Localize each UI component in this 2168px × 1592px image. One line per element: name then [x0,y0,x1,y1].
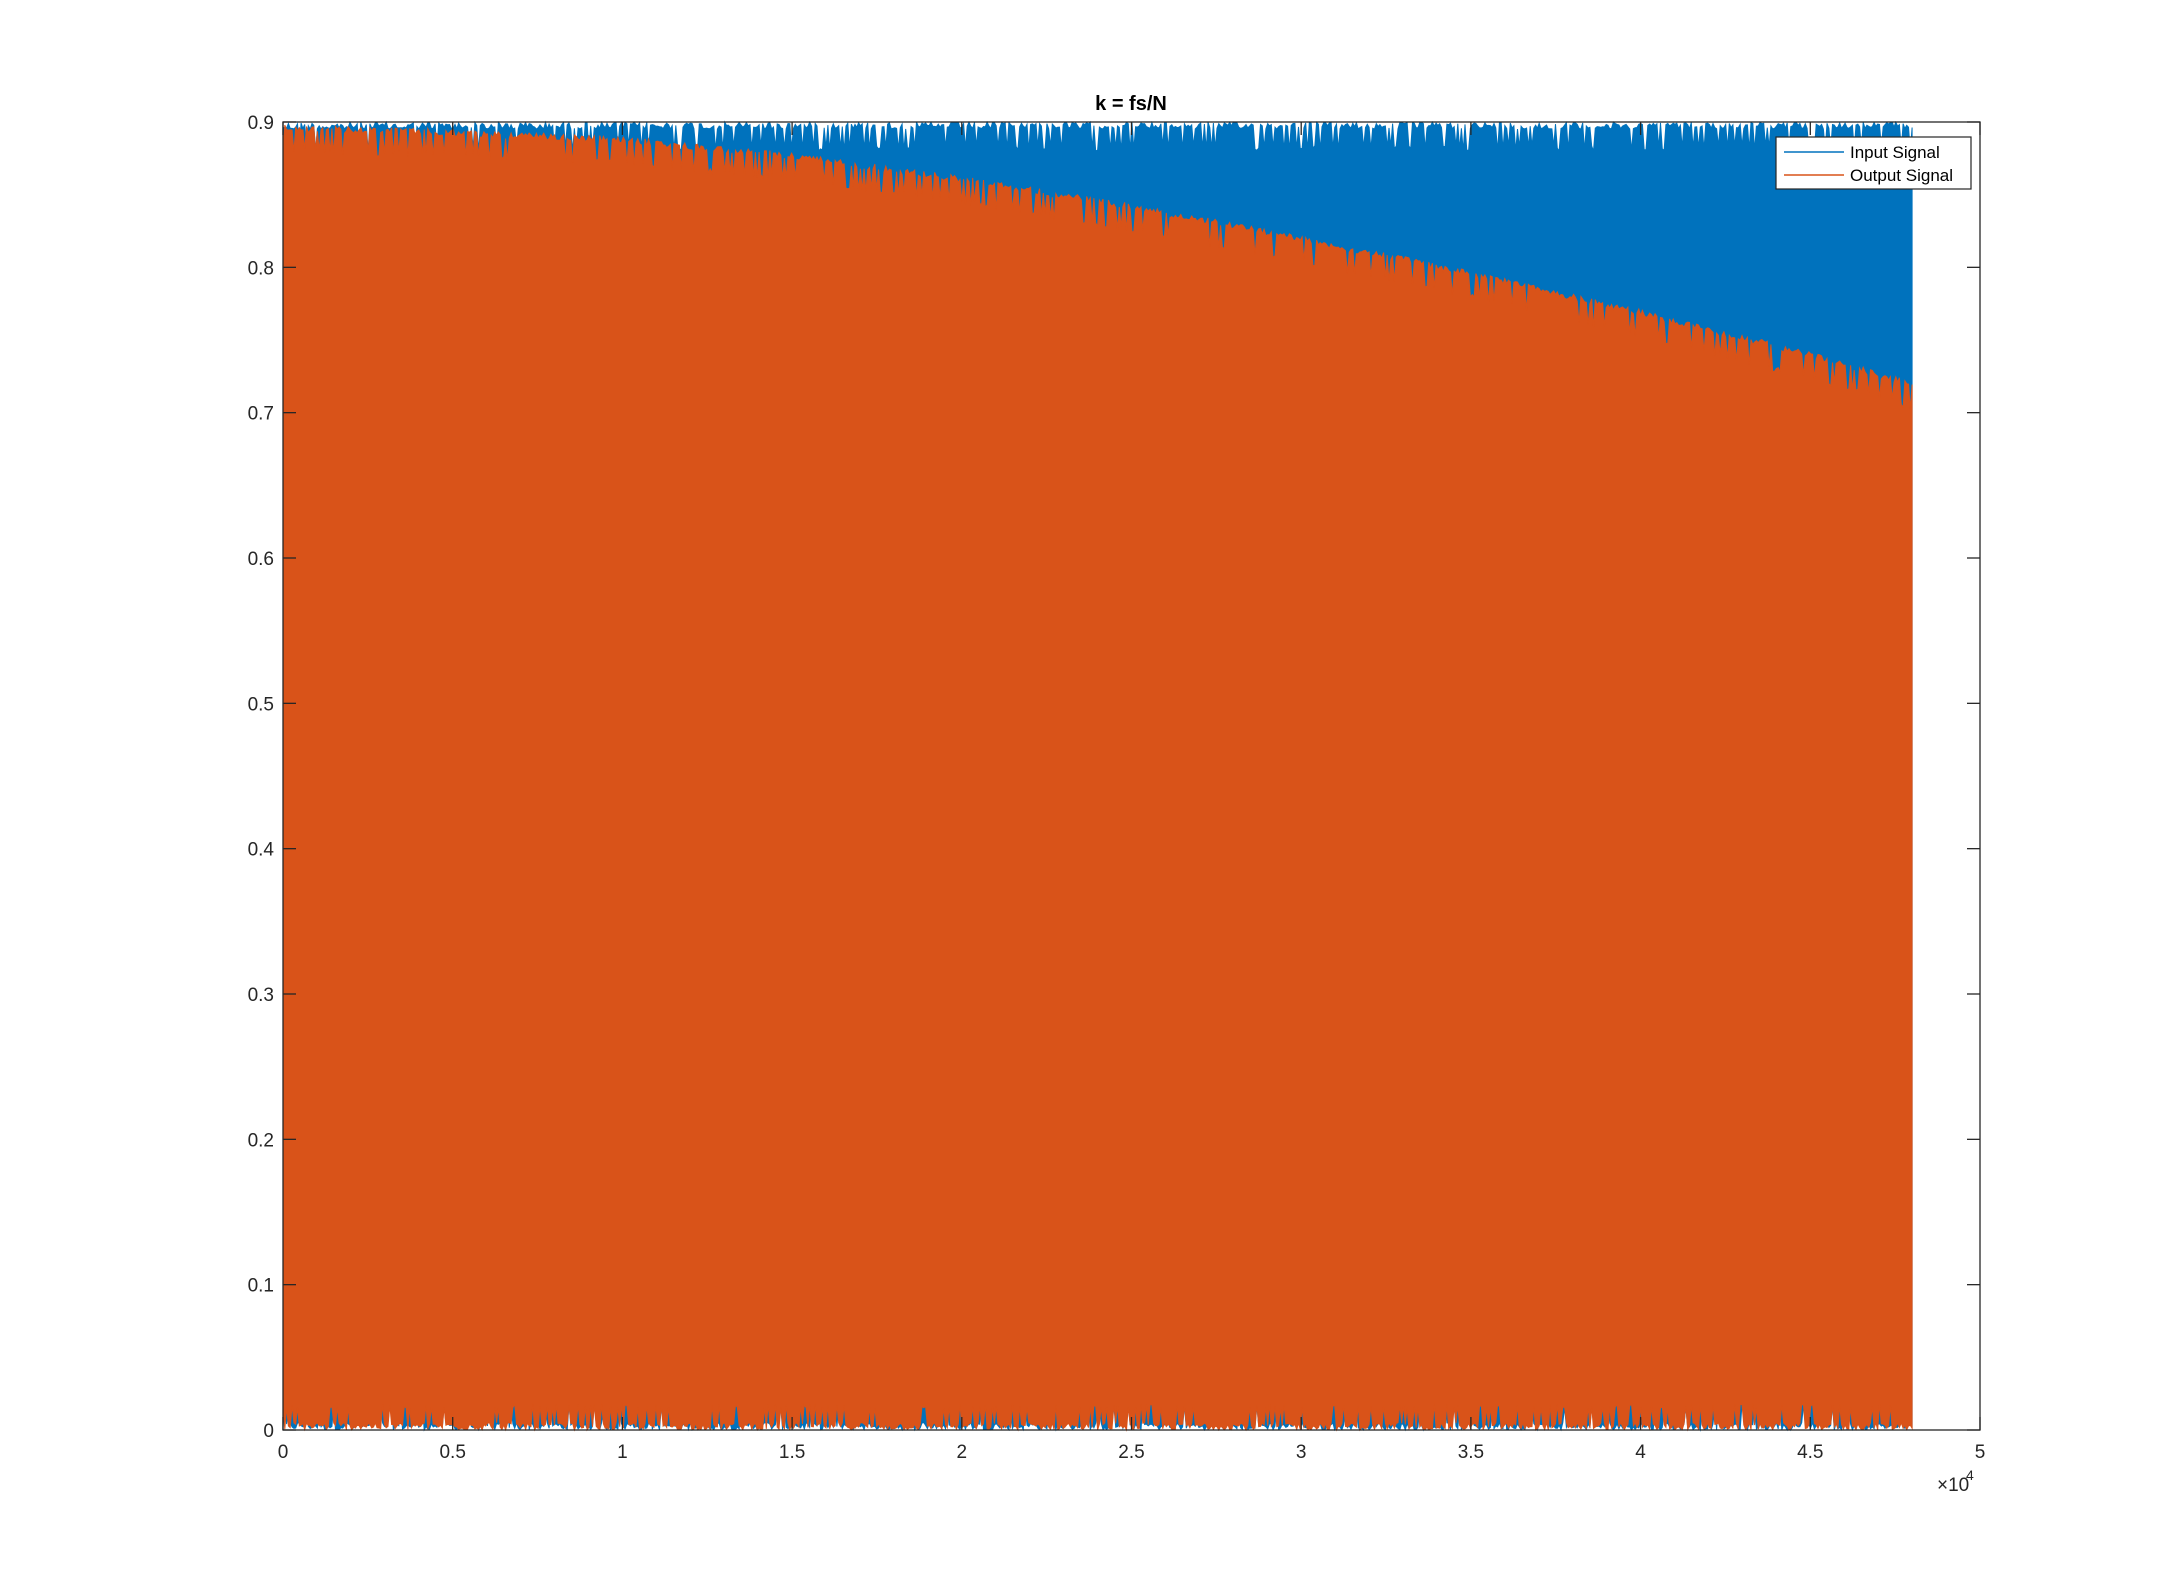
y-tick-label: 0 [263,1421,274,1442]
x-exponent-label: ×10 [1937,1475,1969,1496]
x-tick-label: 2 [957,1442,968,1463]
y-tick-label: 0.2 [248,1130,274,1151]
y-tick-label: 0.3 [248,985,274,1006]
x-tick-label: 0.5 [439,1442,465,1463]
x-tick-label: 3.5 [1458,1442,1484,1463]
x-tick-label: 2.5 [1118,1442,1144,1463]
series-output-signal-area [282,124,1913,1432]
y-tick-label: 0.7 [248,404,274,425]
legend-label: Output Signal [1850,166,1953,185]
x-tick-label: 3 [1296,1442,1307,1463]
x-tick-label: 5 [1975,1442,1986,1463]
x-exponent-power: 4 [1966,1467,1974,1483]
x-tick-label: 4 [1635,1442,1646,1463]
y-tick-label: 0.6 [248,549,274,570]
x-tick-label: 0 [278,1442,289,1463]
y-tick-label: 0.5 [248,694,274,715]
chart-title: k = fs/N [1095,93,1167,115]
legend-box [1775,136,1972,190]
x-tick-label: 1.5 [779,1442,805,1463]
axes: 0 0.5 1 1.5 2 2.5 3 3.5 4 4.5 5 0 0.1 0.2 0.3 0.4 0.5 0.6… [248,113,1986,1496]
legend: Input Signal Output Signal [1775,136,1972,190]
x-tick-label: 4.5 [1797,1442,1823,1463]
y-tick-label: 0.1 [248,1276,274,1297]
plot-area [282,120,1913,1432]
y-tick-label: 0.9 [248,113,274,134]
x-tick-label: 1 [617,1442,628,1463]
legend-label: Input Signal [1850,143,1940,162]
y-tick-label: 0.4 [248,840,275,861]
y-tick-label: 0.8 [248,258,274,279]
